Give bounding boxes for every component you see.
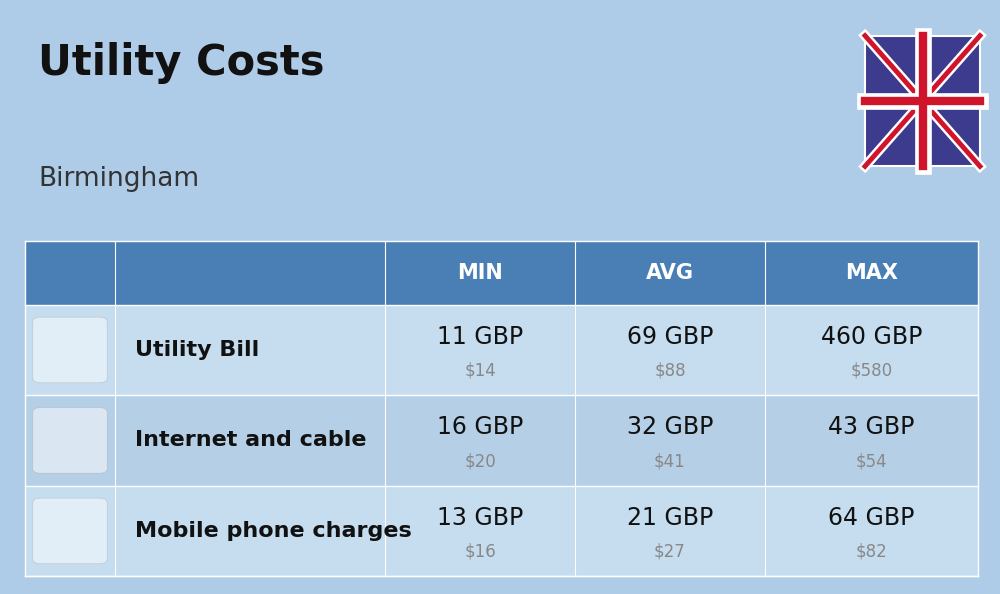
Text: 21 GBP: 21 GBP bbox=[627, 506, 713, 530]
FancyBboxPatch shape bbox=[25, 241, 978, 305]
Text: Utility Bill: Utility Bill bbox=[135, 340, 259, 360]
Text: 11 GBP: 11 GBP bbox=[437, 325, 523, 349]
FancyBboxPatch shape bbox=[25, 305, 978, 395]
Text: 460 GBP: 460 GBP bbox=[821, 325, 922, 349]
Text: $16: $16 bbox=[464, 543, 496, 561]
Text: Utility Costs: Utility Costs bbox=[38, 42, 324, 84]
Text: Mobile phone charges: Mobile phone charges bbox=[135, 521, 412, 541]
FancyBboxPatch shape bbox=[33, 498, 107, 564]
Text: AVG: AVG bbox=[646, 263, 694, 283]
Text: $82: $82 bbox=[856, 543, 887, 561]
Text: MIN: MIN bbox=[457, 263, 503, 283]
Text: $14: $14 bbox=[464, 362, 496, 380]
Text: Birmingham: Birmingham bbox=[38, 166, 199, 192]
Text: Internet and cable: Internet and cable bbox=[135, 431, 366, 450]
FancyBboxPatch shape bbox=[33, 317, 107, 383]
FancyBboxPatch shape bbox=[865, 36, 980, 166]
Text: $54: $54 bbox=[856, 452, 887, 470]
Text: 13 GBP: 13 GBP bbox=[437, 506, 523, 530]
Text: 32 GBP: 32 GBP bbox=[627, 415, 713, 440]
Text: $41: $41 bbox=[654, 452, 686, 470]
FancyBboxPatch shape bbox=[25, 486, 978, 576]
Text: $88: $88 bbox=[654, 362, 686, 380]
Text: $580: $580 bbox=[850, 362, 893, 380]
Text: 43 GBP: 43 GBP bbox=[828, 415, 915, 440]
Text: MAX: MAX bbox=[845, 263, 898, 283]
Text: 16 GBP: 16 GBP bbox=[437, 415, 523, 440]
FancyBboxPatch shape bbox=[33, 407, 107, 473]
Text: 69 GBP: 69 GBP bbox=[627, 325, 713, 349]
Text: $20: $20 bbox=[464, 452, 496, 470]
Text: $27: $27 bbox=[654, 543, 686, 561]
Text: 64 GBP: 64 GBP bbox=[828, 506, 915, 530]
FancyBboxPatch shape bbox=[25, 395, 978, 486]
